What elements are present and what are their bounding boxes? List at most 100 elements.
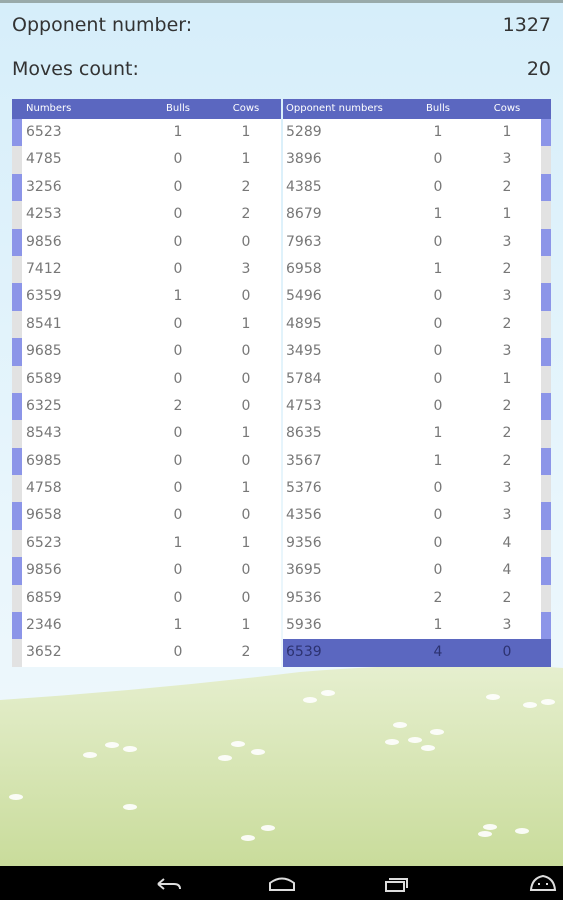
table-cell: 0 xyxy=(173,178,183,195)
table-cell: 1 xyxy=(502,206,512,223)
table-cell: 1 xyxy=(433,617,443,634)
table-row: 4356 0 3 xyxy=(283,502,551,530)
table-row: 3652 0 2 xyxy=(12,639,281,667)
table-row: 6325 2 0 xyxy=(12,392,281,421)
row-stripe xyxy=(541,365,551,393)
table-cell: 1 xyxy=(241,315,251,332)
row-stripe xyxy=(12,502,22,530)
table-cell: 4 xyxy=(502,534,512,551)
table-cell: 0 xyxy=(433,343,443,360)
table-row: 6523 1 1 xyxy=(12,119,281,147)
row-stripe xyxy=(541,502,551,530)
row-stripe xyxy=(12,420,22,448)
table-cell: 3 xyxy=(502,343,512,360)
table-cell: 0 xyxy=(241,343,251,360)
row-stripe xyxy=(12,146,22,174)
table-cell: 4 xyxy=(502,562,512,579)
table-cell: 3567 xyxy=(286,452,322,469)
label: Opponent number: xyxy=(12,14,193,36)
table-cell: 3 xyxy=(502,288,512,305)
table-row: 5496 0 3 xyxy=(283,283,551,311)
table-row: 3896 0 3 xyxy=(283,146,551,174)
row-stripe xyxy=(12,639,22,667)
table-cell: 8679 xyxy=(286,206,322,223)
table-cell: 3495 xyxy=(286,343,322,360)
table-cell: 2 xyxy=(173,397,183,414)
table-cell: 1 xyxy=(241,534,251,551)
table-cell: 0 xyxy=(173,260,183,277)
row-stripe xyxy=(541,310,551,339)
table-cell: 6958 xyxy=(286,260,322,277)
table-cell: 0 xyxy=(173,425,183,442)
table-cell: 5936 xyxy=(286,617,322,634)
table-cell: 0 xyxy=(173,480,183,497)
column-header: Bulls xyxy=(166,103,190,114)
table-row: 4785 0 1 xyxy=(12,146,281,174)
table-cell: 4385 xyxy=(286,178,322,195)
table-cell: 8541 xyxy=(26,315,62,332)
table-row: 2346 1 1 xyxy=(12,612,281,640)
row-stripe xyxy=(541,392,551,421)
home-button[interactable] xyxy=(269,877,295,891)
row-stripe xyxy=(541,529,551,558)
row-stripe xyxy=(541,201,551,229)
table-cell: 0 xyxy=(173,644,183,661)
column-header: Numbers xyxy=(26,103,72,114)
table-cell: 0 xyxy=(241,507,251,524)
table-cell: 1 xyxy=(241,480,251,497)
back-button[interactable] xyxy=(157,878,181,890)
opponent-row: Opponent number: 1327 xyxy=(12,14,551,36)
table-cell: 3 xyxy=(502,480,512,497)
table-cell: 0 xyxy=(173,507,183,524)
table-cell: 9856 xyxy=(26,562,62,579)
table-row: 3567 1 2 xyxy=(283,447,551,476)
row-stripe xyxy=(541,612,551,640)
row-stripe xyxy=(12,557,22,585)
table-cell: 0 xyxy=(433,233,443,250)
table-row: 4758 0 1 xyxy=(12,475,281,503)
table-cell: 0 xyxy=(433,534,443,551)
table-cell: 6985 xyxy=(26,452,62,469)
table-row: 9658 0 0 xyxy=(12,502,281,530)
table-header: Opponent numbers Bulls Cows xyxy=(283,99,551,119)
row-stripe xyxy=(12,201,22,229)
table-cell: 1 xyxy=(173,288,183,305)
recents-button[interactable] xyxy=(385,878,408,892)
table-cell: 0 xyxy=(241,370,251,387)
table-cell: 0 xyxy=(241,452,251,469)
app-icon[interactable] xyxy=(529,874,557,891)
table-cell: 0 xyxy=(433,507,443,524)
table-cell: 3695 xyxy=(286,562,322,579)
table-cell: 0 xyxy=(433,315,443,332)
table-cell: 0 xyxy=(173,151,183,168)
table-cell: 0 xyxy=(173,370,183,387)
moves-row: Moves count: 20 xyxy=(12,58,551,80)
table-cell: 1 xyxy=(502,124,512,140)
row-stripe xyxy=(541,447,551,476)
table-cell: 6325 xyxy=(26,397,62,414)
table-cell: 1 xyxy=(433,425,443,442)
table-cell: 9685 xyxy=(26,343,62,360)
table-header: Numbers Bulls Cows xyxy=(12,99,281,119)
table-cell: 2 xyxy=(241,206,251,223)
column-header: Cows xyxy=(232,103,260,114)
table-row: 9685 0 0 xyxy=(12,338,281,366)
table-row: 4895 0 2 xyxy=(283,310,551,339)
table-cell: 1 xyxy=(241,617,251,634)
table-row: 6958 1 2 xyxy=(283,255,551,284)
table-cell: 1 xyxy=(241,425,251,442)
table-cell: 9356 xyxy=(286,534,322,551)
table-row: 7412 0 3 xyxy=(12,255,281,284)
row-stripe xyxy=(12,255,22,284)
row-stripe xyxy=(12,392,22,421)
table-cell: 2 xyxy=(502,589,512,606)
table-cell: 5289 xyxy=(286,124,322,140)
table-cell: 6523 xyxy=(26,534,62,551)
table-cell: 3 xyxy=(502,507,512,524)
table-cell: 1 xyxy=(433,260,443,277)
table-row: 5376 0 3 xyxy=(283,475,551,503)
table-cell: 0 xyxy=(433,397,443,414)
table-cell: 5784 xyxy=(286,370,322,387)
table-cell: 6359 xyxy=(26,288,62,305)
table-row: 7963 0 3 xyxy=(283,228,551,256)
